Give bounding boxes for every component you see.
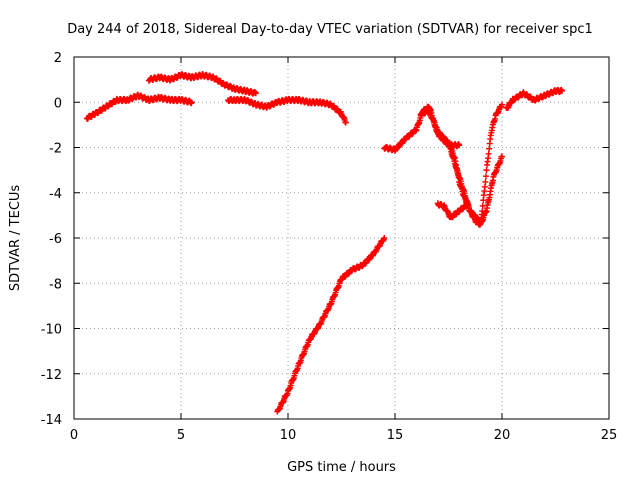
series-track-2 xyxy=(145,70,259,97)
y-tick-label: 0 xyxy=(54,96,62,111)
data-points xyxy=(83,70,565,415)
series-track-7 xyxy=(417,101,505,228)
y-tick-label: -10 xyxy=(41,323,62,338)
x-tick-label: 10 xyxy=(280,428,297,443)
y-tick-label: -8 xyxy=(49,277,62,292)
y-tick-label: -4 xyxy=(49,187,62,202)
plot-frame xyxy=(73,56,610,420)
data-point xyxy=(342,119,349,126)
chart-title: Day 244 of 2018, Sidereal Day-to-day VTE… xyxy=(67,22,593,37)
data-point xyxy=(482,173,489,180)
data-point xyxy=(486,145,493,152)
data-point xyxy=(464,201,471,208)
data-point xyxy=(188,99,195,106)
x-tick-label: 5 xyxy=(177,428,185,443)
y-tick-label: 2 xyxy=(54,51,62,66)
data-point xyxy=(499,153,505,160)
y-tick-label: -12 xyxy=(41,368,62,383)
data-point xyxy=(456,142,463,149)
data-point xyxy=(479,208,486,215)
data-point xyxy=(381,235,388,241)
data-point xyxy=(485,150,492,157)
x-tick-label: 15 xyxy=(387,428,404,443)
data-point xyxy=(558,87,565,94)
y-axis-label: SDTVAR / TECUs xyxy=(8,185,23,292)
series-track-3 xyxy=(225,95,349,126)
data-point xyxy=(482,178,489,185)
x-tick-label: 20 xyxy=(494,428,511,443)
series-track-9 xyxy=(503,86,565,111)
data-point xyxy=(499,101,505,108)
series-track-8 xyxy=(434,200,471,221)
series-track-1 xyxy=(83,91,195,122)
y-tick-label: -14 xyxy=(41,413,62,428)
series-track-4 xyxy=(274,235,388,415)
y-tick-label: -2 xyxy=(49,142,62,157)
grid-lines xyxy=(74,57,609,419)
data-point xyxy=(479,202,486,209)
x-tick-label: 25 xyxy=(601,428,618,443)
y-tick-label: -6 xyxy=(49,232,62,247)
x-axis-label: GPS time / hours xyxy=(287,460,396,475)
data-point xyxy=(483,167,490,174)
x-tick-label: 0 xyxy=(70,428,78,443)
data-point xyxy=(252,90,259,97)
